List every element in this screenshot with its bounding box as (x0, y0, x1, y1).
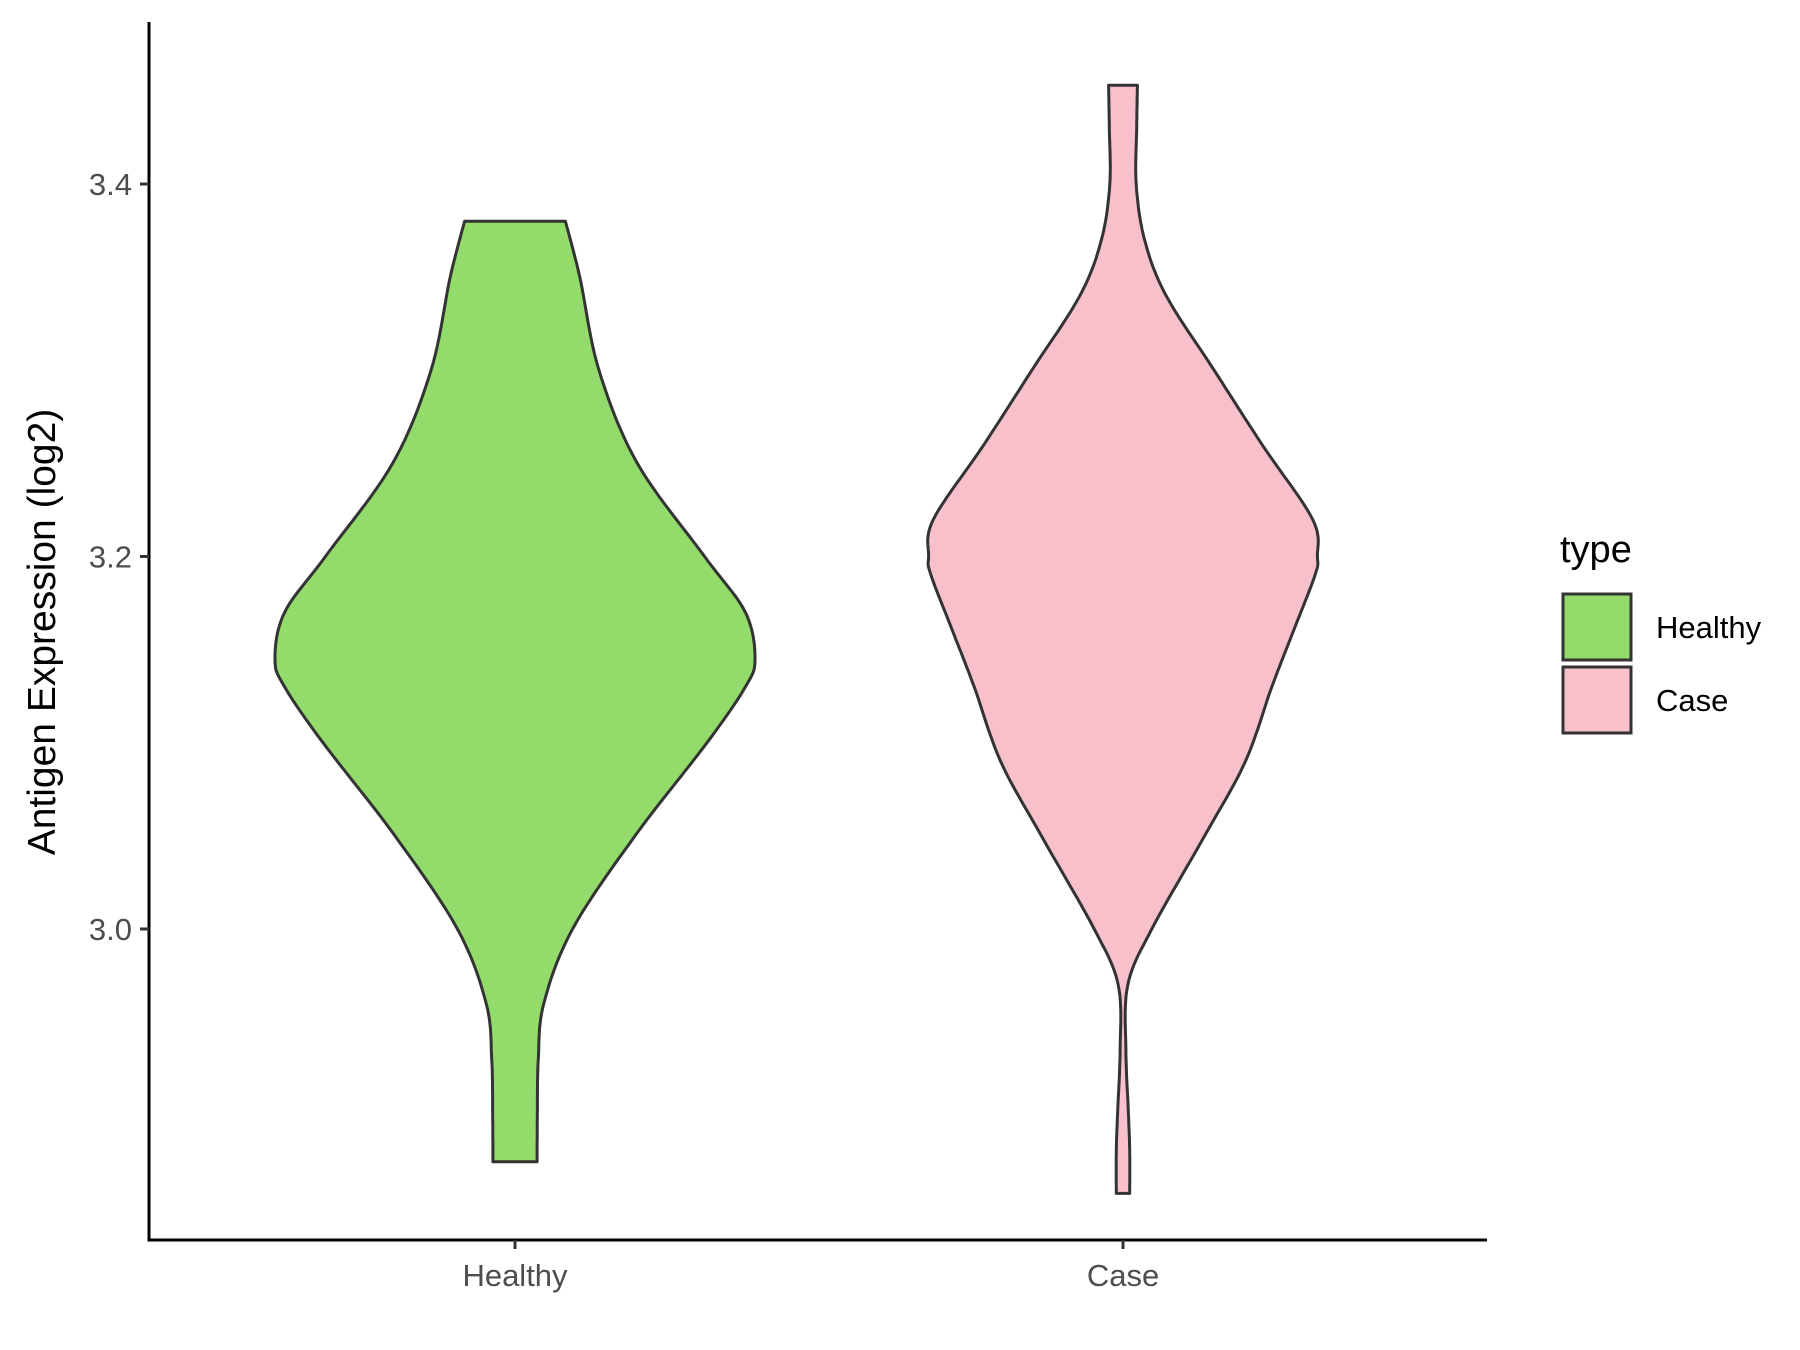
x-tick-label: Case (1087, 1258, 1159, 1293)
legend-label-case: Case (1656, 683, 1728, 718)
legend-title: type (1560, 529, 1632, 571)
y-ticks: 3.0 3.2 3.4 (89, 167, 149, 947)
legend-swatch-case (1561, 665, 1633, 735)
y-tick-label: 3.2 (89, 540, 132, 575)
legend-swatch-healthy (1561, 592, 1633, 662)
violin-case (926, 83, 1320, 1195)
y-tick-label: 3.0 (89, 912, 132, 947)
x-ticks: Healthy Case (462, 1240, 1159, 1293)
y-tick-label: 3.4 (89, 167, 132, 202)
violin-healthy (273, 219, 757, 1164)
legend-label-healthy: Healthy (1656, 610, 1762, 645)
y-axis-title: Antigen Expression (log2) (21, 409, 64, 856)
x-tick-label: Healthy (462, 1258, 568, 1293)
legend: type Healthy Case (1560, 529, 1762, 735)
axes-layer (147, 22, 1487, 1242)
violins-layer (273, 83, 1320, 1195)
